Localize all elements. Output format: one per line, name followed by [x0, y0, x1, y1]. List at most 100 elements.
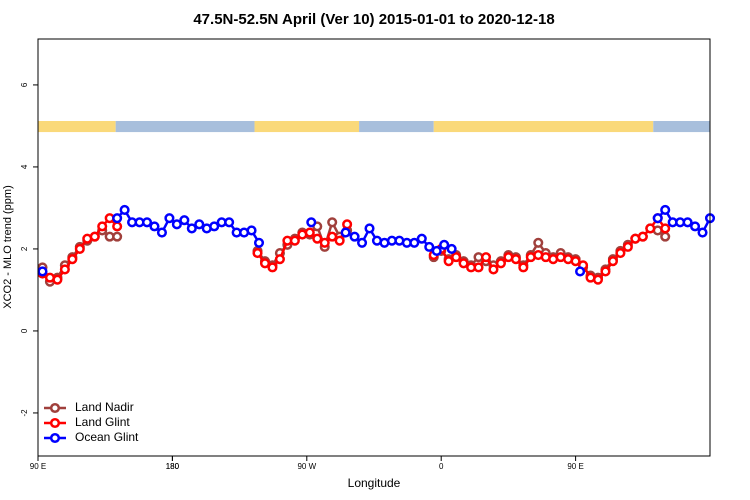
- surface-segment: [433, 121, 654, 133]
- point: [488, 264, 499, 275]
- point: [409, 237, 420, 248]
- point: [660, 231, 671, 242]
- point: [439, 239, 450, 250]
- surface-segment: [359, 121, 434, 133]
- point: [473, 262, 484, 273]
- point: [690, 221, 701, 232]
- point: [570, 256, 581, 267]
- legend-marker: [49, 402, 61, 414]
- point: [224, 217, 235, 228]
- legend-marker: [49, 432, 61, 444]
- y-tick-label: 4: [20, 164, 29, 169]
- point: [289, 235, 300, 246]
- point: [451, 252, 462, 263]
- point: [645, 223, 656, 234]
- point: [319, 237, 330, 248]
- chart-title: 47.5N-52.5N April (Ver 10) 2015-01-01 to…: [193, 11, 554, 28]
- point: [327, 217, 338, 228]
- legend-label: Land Nadir: [75, 400, 134, 414]
- point: [480, 252, 492, 263]
- point: [637, 231, 648, 242]
- point: [52, 274, 63, 285]
- point: [156, 227, 167, 238]
- point: [458, 258, 469, 269]
- y-tick-label: 6: [20, 82, 29, 87]
- point: [652, 213, 663, 224]
- plot-frame: [37, 38, 711, 457]
- x-tick-label: 90 E: [567, 462, 583, 471]
- x-axis-label: Longitude: [348, 476, 401, 490]
- point: [194, 219, 205, 230]
- point: [334, 235, 345, 246]
- point: [259, 258, 271, 269]
- point: [424, 241, 435, 252]
- point: [74, 243, 85, 254]
- point: [89, 231, 100, 242]
- point: [533, 237, 544, 248]
- point: [510, 254, 521, 265]
- y-tick-label: -2: [20, 409, 29, 417]
- point: [37, 266, 48, 277]
- y-axis-label: XCO2 - MLO trend (ppm): [2, 185, 14, 308]
- y-tick-label: 2: [20, 246, 29, 251]
- point: [312, 233, 323, 244]
- legend-label: Land Glint: [75, 415, 130, 429]
- point: [682, 217, 693, 228]
- point: [600, 266, 611, 277]
- point: [253, 237, 265, 248]
- point: [112, 221, 123, 232]
- series-line: [41, 216, 667, 282]
- point: [416, 233, 427, 244]
- point: [112, 213, 123, 224]
- point: [697, 227, 708, 238]
- point: [149, 221, 160, 232]
- point: [252, 247, 263, 259]
- surface-segment: [38, 121, 116, 133]
- point: [495, 258, 506, 269]
- point: [59, 264, 70, 275]
- x-tick-label: 90 W: [297, 462, 316, 471]
- point: [615, 247, 626, 259]
- point: [340, 227, 351, 238]
- y-tick-label: 0: [20, 328, 29, 333]
- point: [446, 243, 457, 254]
- point: [246, 225, 257, 236]
- series-line: [41, 218, 666, 284]
- point: [209, 221, 220, 232]
- legend-marker: [49, 417, 61, 429]
- point: [592, 274, 604, 285]
- x-tick-label: 0: [439, 462, 444, 471]
- point: [357, 237, 368, 248]
- point: [171, 219, 182, 230]
- point: [141, 217, 153, 228]
- point: [607, 256, 618, 267]
- point: [306, 217, 317, 228]
- point: [443, 256, 454, 267]
- surface-segment: [254, 121, 360, 133]
- point: [660, 223, 671, 234]
- surface-segment: [653, 121, 710, 133]
- point: [660, 204, 671, 216]
- point: [622, 241, 633, 252]
- point: [304, 227, 315, 238]
- point: [112, 231, 123, 242]
- point: [364, 223, 375, 234]
- x-tick-label: 180: [166, 462, 180, 471]
- x-tick-label: 90 E: [30, 462, 46, 471]
- point: [186, 223, 197, 234]
- point: [575, 266, 586, 277]
- point: [119, 204, 130, 216]
- point: [431, 245, 442, 257]
- point: [164, 213, 175, 224]
- point: [274, 254, 285, 265]
- point: [518, 262, 529, 273]
- point: [267, 262, 278, 273]
- point: [67, 254, 78, 265]
- surface-segment: [115, 121, 255, 133]
- point: [97, 221, 108, 232]
- legend-label: Ocean Glint: [75, 430, 139, 444]
- point: [349, 231, 360, 242]
- x-tick-label: 180: [166, 462, 180, 471]
